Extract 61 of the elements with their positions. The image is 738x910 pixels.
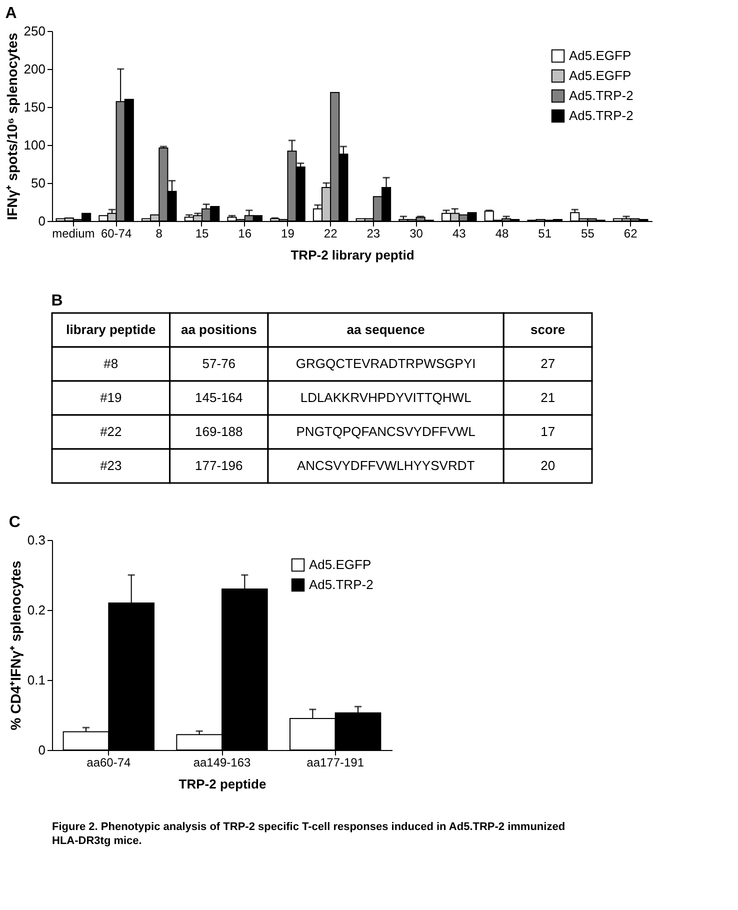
text: 27 (540, 356, 556, 371)
y-tick-label: 0 (38, 742, 46, 758)
text: #8 (104, 356, 118, 371)
text: 177-196 (195, 458, 243, 473)
text: 169-188 (195, 424, 243, 439)
y-tick-label: 50 (31, 176, 46, 190)
y-axis-title: IFNγ⁺ spots/10⁶ splenocytes (4, 32, 20, 220)
text: PNGTQPQFANCSVYDFFVWL (296, 424, 476, 439)
x-tick-label: 43 (452, 226, 466, 240)
x-tick-label: 19 (281, 226, 295, 240)
y-tick-label: 0.3 (27, 532, 46, 548)
x-tick-label: 30 (410, 226, 424, 240)
x-tick-label: 22 (324, 226, 338, 240)
text: 21 (540, 390, 556, 405)
y-tick-label: 0.2 (27, 602, 46, 618)
y-tick-label: 0.1 (27, 672, 46, 688)
category-label: library peptide (66, 322, 156, 337)
text: 145-164 (195, 390, 243, 405)
x-axis-title: TRP-2 peptide (178, 776, 266, 792)
legend-label: Ad5.TRP-2 (569, 88, 634, 103)
x-tick-label: 60-74 (100, 226, 132, 240)
x-axis-title: TRP-2 library peptid (290, 248, 414, 262)
y-tick-label: 250 (24, 24, 46, 38)
x-tick-label: 16 (238, 226, 252, 240)
chart-title: C (8, 514, 21, 531)
category-label: score (530, 322, 566, 337)
x-tick-label: 51 (538, 226, 552, 240)
legend-label: Ad5.EGFP (569, 68, 632, 83)
text: 57-76 (202, 356, 236, 371)
legend-label: Ad5.EGFP (569, 48, 632, 63)
text: LDLAKKRVHPDYVITTQHWL (300, 390, 472, 405)
x-tick-label: 62 (624, 226, 638, 240)
text: 17 (540, 424, 556, 439)
x-tick-label: 8 (156, 226, 163, 240)
category-label: aa sequence (346, 322, 425, 337)
x-tick-label: aa149-163 (193, 756, 252, 770)
chart-title: A (5, 5, 18, 22)
x-tick-label: 55 (581, 226, 595, 240)
category-label: aa positions (180, 322, 257, 337)
text: ANCSVYDFFVWLHYYSVRDT (296, 458, 475, 473)
text: #19 (100, 390, 122, 405)
text: #23 (100, 458, 122, 473)
x-tick-label: 48 (495, 226, 509, 240)
y-tick-label: 200 (24, 62, 46, 76)
text: 20 (540, 458, 556, 473)
x-tick-label: aa60-74 (86, 756, 132, 770)
y-tick-label: 0 (38, 214, 46, 228)
text: B (51, 292, 63, 310)
y-tick-label: 100 (24, 138, 46, 152)
legend-label: Ad5.TRP-2 (309, 577, 374, 592)
text: #22 (100, 424, 122, 439)
legend-label: Ad5.EGFP (309, 557, 372, 572)
legend-label: Ad5.TRP-2 (569, 108, 634, 123)
caption: Figure 2. Phenotypic analysis of TRP-2 specific T-cell responses induced in Ad5.TRP-2 immunized HLA-DR3tg mice. (52, 821, 566, 847)
x-tick-label: 23 (366, 226, 380, 240)
y-tick-label: 150 (24, 100, 46, 114)
x-tick-label: 15 (195, 226, 209, 240)
x-tick-label: aa177-191 (306, 756, 364, 770)
x-tick-label: medium (52, 226, 95, 240)
y-axis-title: % CD4⁺IFNγ⁺ splenocytes (7, 560, 24, 730)
text: GRGQCTEVRADTRPWSGPYI (296, 356, 476, 371)
